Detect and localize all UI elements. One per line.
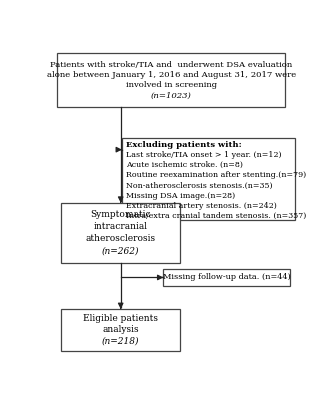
Text: (n=1023): (n=1023) [151,92,192,100]
Text: atherosclerosis: atherosclerosis [86,234,156,244]
Text: Excluding patients with:: Excluding patients with: [126,141,241,149]
Text: (n=262): (n=262) [102,247,140,256]
Text: analysis: analysis [103,325,139,334]
Text: Patients with stroke/TIA and  underwent DSA evaluation: Patients with stroke/TIA and underwent D… [50,61,292,69]
Text: Missing DSA image.(n=28): Missing DSA image.(n=28) [126,192,235,200]
Bar [61,203,180,263]
Text: Extracranial artery stenosis. (n=242): Extracranial artery stenosis. (n=242) [126,202,277,210]
Bar [122,138,296,220]
Bar [163,268,290,286]
Text: alone between January 1, 2016 and August 31, 2017 were: alone between January 1, 2016 and August… [46,71,296,79]
Text: Eligible patients: Eligible patients [83,314,158,323]
Text: Acute ischemic stroke. (n=8): Acute ischemic stroke. (n=8) [126,161,243,169]
Text: Routine reexamination after stenting.(n=79): Routine reexamination after stenting.(n=… [126,171,306,179]
Text: involved in screening: involved in screening [126,82,217,90]
Text: (n=218): (n=218) [102,337,140,346]
Bar [57,53,285,107]
Text: intracranial: intracranial [94,222,148,231]
Bar [61,309,180,351]
Text: Missing follow-up data. (n=44): Missing follow-up data. (n=44) [163,274,291,282]
Text: Intra/extra cranial tandem stenosis. (n=357): Intra/extra cranial tandem stenosis. (n=… [126,212,306,220]
Text: Symptomatic: Symptomatic [91,210,151,219]
Text: Last stroke/TIA onset > 1 year. (n=12): Last stroke/TIA onset > 1 year. (n=12) [126,151,282,159]
Text: Non-atherosclerosis stenosis.(n=35): Non-atherosclerosis stenosis.(n=35) [126,182,273,190]
